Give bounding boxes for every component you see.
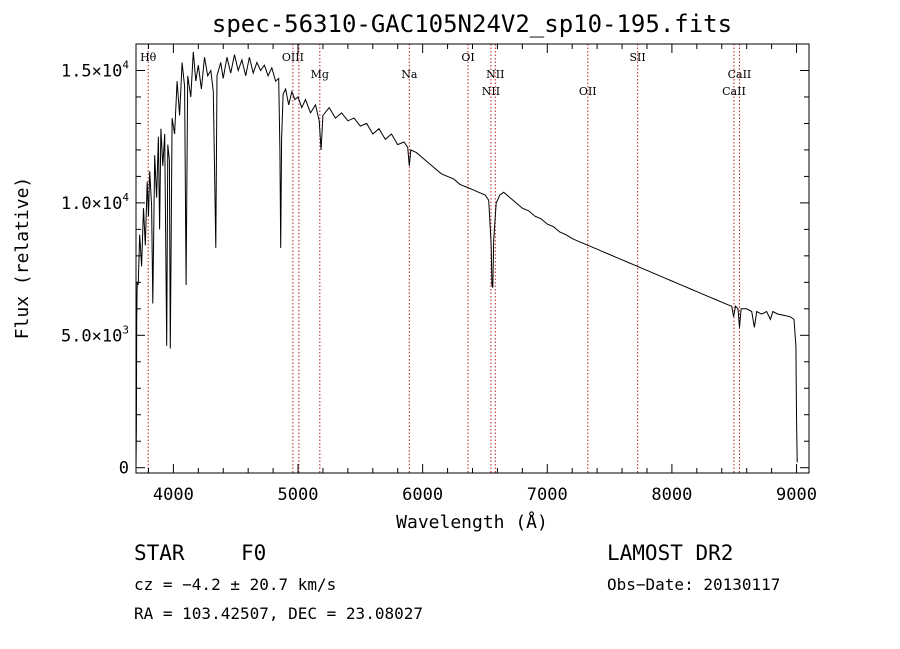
reference-line-label: Na — [401, 68, 418, 81]
plot-frame — [135, 43, 810, 474]
obs-date-label: Obs−Date: 20130117 — [607, 575, 781, 594]
reference-line-label: CaII — [722, 85, 746, 98]
reference-line-label: CaII — [728, 68, 752, 81]
reference-line-label: OII — [579, 85, 597, 98]
x-tick-label: 8000 — [651, 485, 692, 505]
subclass-label: F0 — [241, 541, 267, 565]
reference-line-labels: Hθ OIII Mg Na OI NII NII OII SII CaII CaII — [140, 51, 751, 98]
y-tick-label: 1.0×104 — [61, 191, 129, 214]
reference-line-label: NII — [482, 85, 500, 98]
x-tick-label: 7000 — [527, 485, 568, 505]
x-tick-label: 4000 — [153, 485, 194, 505]
x-tick-label: 6000 — [402, 485, 443, 505]
y-tick-label: 1.5×104 — [61, 58, 129, 81]
y-axis: 0 5.0×103 1.0×104 1.5×104 — [61, 43, 809, 479]
reference-line-label: Mg — [311, 68, 329, 81]
reference-lines — [147, 44, 740, 473]
y-axis-label: Flux (relative) — [12, 177, 33, 340]
reference-line-label: OIII — [282, 51, 304, 64]
coordinates-label: RA = 103.42507, DEC = 23.08027 — [134, 604, 423, 623]
x-axis-label: Wavelength (Å) — [396, 511, 548, 533]
y-tick-label: 5.0×103 — [61, 323, 129, 346]
reference-line-label: NII — [486, 68, 504, 81]
classification-label: STAR — [134, 541, 185, 565]
reference-line-label: OI — [461, 51, 474, 64]
reference-line-label: Hθ — [140, 51, 157, 64]
chart-title: spec-56310-GAC105N24V2_sp10-195.fits — [212, 10, 732, 38]
y-tick-label: 0 — [119, 459, 129, 479]
x-tick-label: 5000 — [278, 485, 319, 505]
spectrum-line — [135, 51, 798, 468]
redshift-label: cz = −4.2 ± 20.7 km/s — [134, 575, 337, 594]
survey-label: LAMOST DR2 — [607, 541, 734, 565]
x-axis: 4000 5000 6000 7000 8000 9000 — [147, 44, 817, 505]
x-tick-label: 9000 — [776, 485, 817, 505]
reference-line-label: SII — [630, 51, 646, 64]
